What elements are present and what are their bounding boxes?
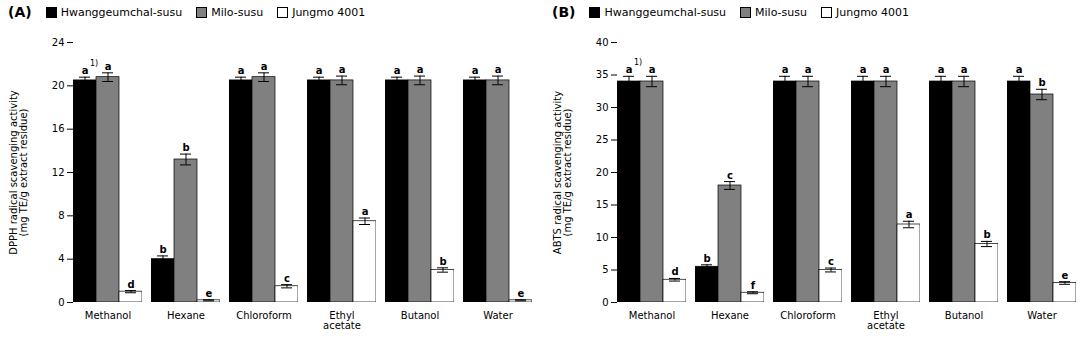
svg-text:b: b — [1038, 77, 1045, 88]
svg-text:DPPH radical scavenging activi: DPPH radical scavenging activity(mg TE/g… — [8, 90, 29, 255]
svg-text:1): 1) — [634, 58, 642, 67]
svg-text:c: c — [828, 256, 834, 267]
svg-text:Hexane: Hexane — [711, 310, 749, 321]
svg-text:4: 4 — [58, 253, 64, 264]
svg-text:a: a — [472, 65, 479, 76]
svg-text:20: 20 — [52, 80, 65, 91]
svg-text:c: c — [727, 170, 733, 181]
svg-text:a: a — [649, 64, 656, 75]
svg-text:b: b — [159, 244, 166, 255]
svg-text:a: a — [105, 61, 112, 72]
svg-text:Water: Water — [1027, 310, 1057, 321]
svg-text:d: d — [127, 279, 134, 290]
html-text:Hwanggeumchal-susu: Hwanggeumchal-susu — [604, 5, 727, 19]
svg-text:a: a — [394, 65, 401, 76]
svg-text:e: e — [518, 288, 525, 299]
svg-text:a: a — [238, 65, 245, 76]
svg-text:1): 1) — [90, 59, 98, 68]
svg-text:10: 10 — [596, 232, 609, 243]
svg-text:a: a — [339, 64, 346, 75]
svg-text:0: 0 — [602, 297, 608, 308]
svg-text:f: f — [751, 280, 756, 291]
html-text:Hwanggeumchal-susu: Hwanggeumchal-susu — [60, 5, 183, 19]
svg-text:Water: Water — [483, 310, 513, 321]
svg-text:a: a — [961, 64, 968, 75]
svg-text:5: 5 — [602, 264, 608, 275]
svg-text:Butanol: Butanol — [945, 310, 983, 321]
svg-text:8: 8 — [58, 210, 64, 221]
svg-text:a: a — [316, 65, 323, 76]
svg-text:Hexane: Hexane — [167, 310, 205, 321]
svg-text:35: 35 — [596, 69, 609, 80]
svg-text:Butanol: Butanol — [401, 310, 439, 321]
svg-text:Chloroform: Chloroform — [780, 310, 836, 321]
html-text:Jungmo 4001: Jungmo 4001 — [836, 5, 910, 19]
svg-text:a: a — [938, 64, 945, 75]
html-text:(B): (B) — [552, 4, 576, 20]
svg-text:15: 15 — [596, 199, 609, 210]
svg-text:b: b — [182, 142, 189, 153]
svg-text:25: 25 — [596, 134, 609, 145]
svg-text:a: a — [261, 61, 268, 72]
svg-text:Ethylacetate: Ethylacetate — [867, 310, 905, 331]
svg-text:a: a — [1016, 64, 1023, 75]
svg-text:a: a — [417, 64, 424, 75]
svg-text:a: a — [782, 64, 789, 75]
svg-text:0: 0 — [58, 297, 64, 308]
svg-text:a: a — [805, 64, 812, 75]
svg-text:16: 16 — [52, 123, 65, 134]
svg-text:a: a — [906, 209, 913, 220]
svg-text:12: 12 — [52, 167, 65, 178]
svg-text:b: b — [703, 253, 710, 264]
svg-text:e: e — [206, 288, 213, 299]
svg-text:b: b — [439, 256, 446, 267]
svg-text:30: 30 — [596, 102, 609, 113]
svg-text:e: e — [1062, 270, 1069, 281]
svg-text:20: 20 — [596, 167, 609, 178]
svg-text:c: c — [284, 273, 290, 284]
svg-text:Ethylacetate: Ethylacetate — [323, 310, 361, 331]
svg-text:Methanol: Methanol — [85, 310, 131, 321]
svg-text:ABTS radical scavenging activi: ABTS radical scavenging activity(mg TE/g… — [552, 91, 573, 254]
svg-text:a: a — [883, 64, 890, 75]
svg-text:Chloroform: Chloroform — [236, 310, 292, 321]
html-text:Milo-susu: Milo-susu — [755, 5, 807, 19]
svg-text:a: a — [362, 206, 369, 217]
svg-text:40: 40 — [596, 37, 609, 48]
html-text:(A): (A) — [8, 4, 32, 20]
html-text:Jungmo 4001: Jungmo 4001 — [292, 5, 366, 19]
html-text:Milo-susu: Milo-susu — [211, 5, 264, 19]
svg-text:24: 24 — [52, 37, 65, 48]
svg-text:a: a — [860, 64, 867, 75]
svg-text:Methanol: Methanol — [629, 310, 675, 321]
svg-text:b: b — [983, 229, 990, 240]
svg-text:a: a — [495, 64, 502, 75]
svg-text:a: a — [82, 65, 89, 76]
svg-text:a: a — [626, 64, 633, 75]
svg-text:d: d — [671, 266, 678, 277]
